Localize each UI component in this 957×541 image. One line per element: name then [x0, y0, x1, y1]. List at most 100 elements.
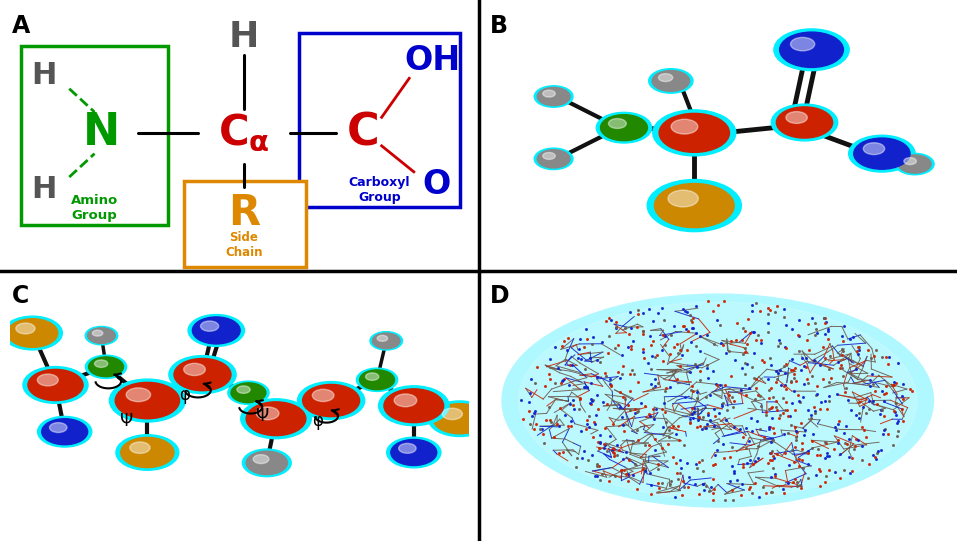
Circle shape: [390, 439, 436, 465]
Circle shape: [854, 138, 910, 169]
Circle shape: [543, 90, 555, 97]
FancyBboxPatch shape: [21, 46, 168, 225]
Circle shape: [246, 451, 287, 474]
Circle shape: [241, 399, 311, 439]
Circle shape: [668, 190, 699, 207]
Circle shape: [399, 444, 416, 453]
Circle shape: [776, 107, 833, 138]
Circle shape: [387, 437, 441, 468]
Circle shape: [790, 37, 814, 51]
Circle shape: [50, 423, 67, 432]
FancyBboxPatch shape: [184, 181, 306, 267]
Circle shape: [429, 401, 491, 437]
Circle shape: [771, 104, 837, 141]
Circle shape: [89, 357, 123, 377]
Text: B: B: [490, 14, 508, 37]
Circle shape: [534, 86, 573, 107]
Circle shape: [237, 386, 250, 393]
Text: H: H: [32, 61, 56, 90]
Circle shape: [366, 373, 379, 380]
Circle shape: [92, 330, 102, 336]
Circle shape: [115, 382, 180, 419]
Circle shape: [228, 381, 269, 405]
Circle shape: [23, 367, 88, 404]
Circle shape: [168, 355, 236, 394]
Circle shape: [254, 454, 269, 464]
Circle shape: [28, 370, 83, 400]
Circle shape: [659, 114, 729, 153]
Circle shape: [121, 438, 174, 467]
Circle shape: [653, 110, 736, 156]
Text: OH: OH: [404, 44, 460, 77]
Ellipse shape: [502, 294, 933, 507]
Circle shape: [130, 442, 150, 453]
Circle shape: [246, 402, 306, 436]
Circle shape: [242, 449, 291, 477]
Circle shape: [298, 381, 365, 420]
Text: C$_\mathbf{\alpha}$: C$_\mathbf{\alpha}$: [218, 112, 270, 154]
Text: C: C: [346, 111, 380, 154]
Circle shape: [863, 143, 884, 155]
Text: A: A: [11, 14, 30, 37]
Circle shape: [3, 316, 62, 350]
Circle shape: [88, 328, 115, 344]
Circle shape: [109, 379, 186, 422]
Text: Side
Chain: Side Chain: [225, 230, 262, 259]
Text: φ: φ: [179, 386, 189, 404]
Circle shape: [377, 335, 388, 341]
Text: R: R: [228, 193, 260, 234]
Circle shape: [184, 364, 206, 375]
Circle shape: [231, 383, 266, 403]
Circle shape: [903, 157, 917, 164]
Circle shape: [42, 419, 88, 445]
Circle shape: [649, 69, 693, 93]
Circle shape: [356, 368, 398, 392]
Circle shape: [126, 388, 150, 401]
Circle shape: [16, 323, 35, 334]
Text: Carboxyl
Group: Carboxyl Group: [348, 176, 411, 204]
Text: N: N: [83, 111, 120, 154]
Circle shape: [95, 360, 108, 367]
Circle shape: [372, 333, 400, 348]
Text: Ψ: Ψ: [120, 412, 133, 430]
Text: Amino
Group: Amino Group: [71, 194, 118, 222]
Circle shape: [312, 390, 334, 401]
Circle shape: [434, 404, 486, 434]
Circle shape: [647, 180, 742, 232]
Circle shape: [37, 417, 92, 447]
FancyBboxPatch shape: [299, 33, 459, 207]
Text: Ψ: Ψ: [256, 407, 269, 425]
Circle shape: [256, 407, 279, 420]
Circle shape: [601, 115, 648, 141]
Circle shape: [537, 150, 570, 168]
Circle shape: [609, 118, 626, 128]
Circle shape: [379, 386, 449, 426]
Circle shape: [671, 119, 698, 134]
Circle shape: [384, 389, 444, 423]
Circle shape: [394, 394, 417, 407]
Ellipse shape: [519, 302, 917, 499]
Circle shape: [85, 326, 118, 345]
Circle shape: [596, 113, 652, 143]
Circle shape: [774, 29, 849, 71]
Circle shape: [534, 148, 573, 169]
Text: φ: φ: [312, 412, 323, 430]
Circle shape: [360, 370, 394, 390]
Circle shape: [658, 74, 673, 82]
Circle shape: [543, 153, 555, 160]
Circle shape: [780, 32, 843, 68]
Circle shape: [189, 314, 244, 346]
Circle shape: [201, 321, 218, 331]
Text: O: O: [423, 168, 451, 201]
Text: H: H: [32, 175, 56, 204]
Circle shape: [8, 319, 57, 347]
Circle shape: [116, 435, 179, 470]
Circle shape: [442, 408, 462, 420]
Circle shape: [37, 374, 58, 386]
Circle shape: [899, 155, 931, 173]
Text: D: D: [490, 284, 510, 308]
Circle shape: [786, 111, 808, 123]
Circle shape: [85, 355, 126, 379]
Circle shape: [849, 135, 915, 172]
Text: H: H: [229, 20, 259, 54]
